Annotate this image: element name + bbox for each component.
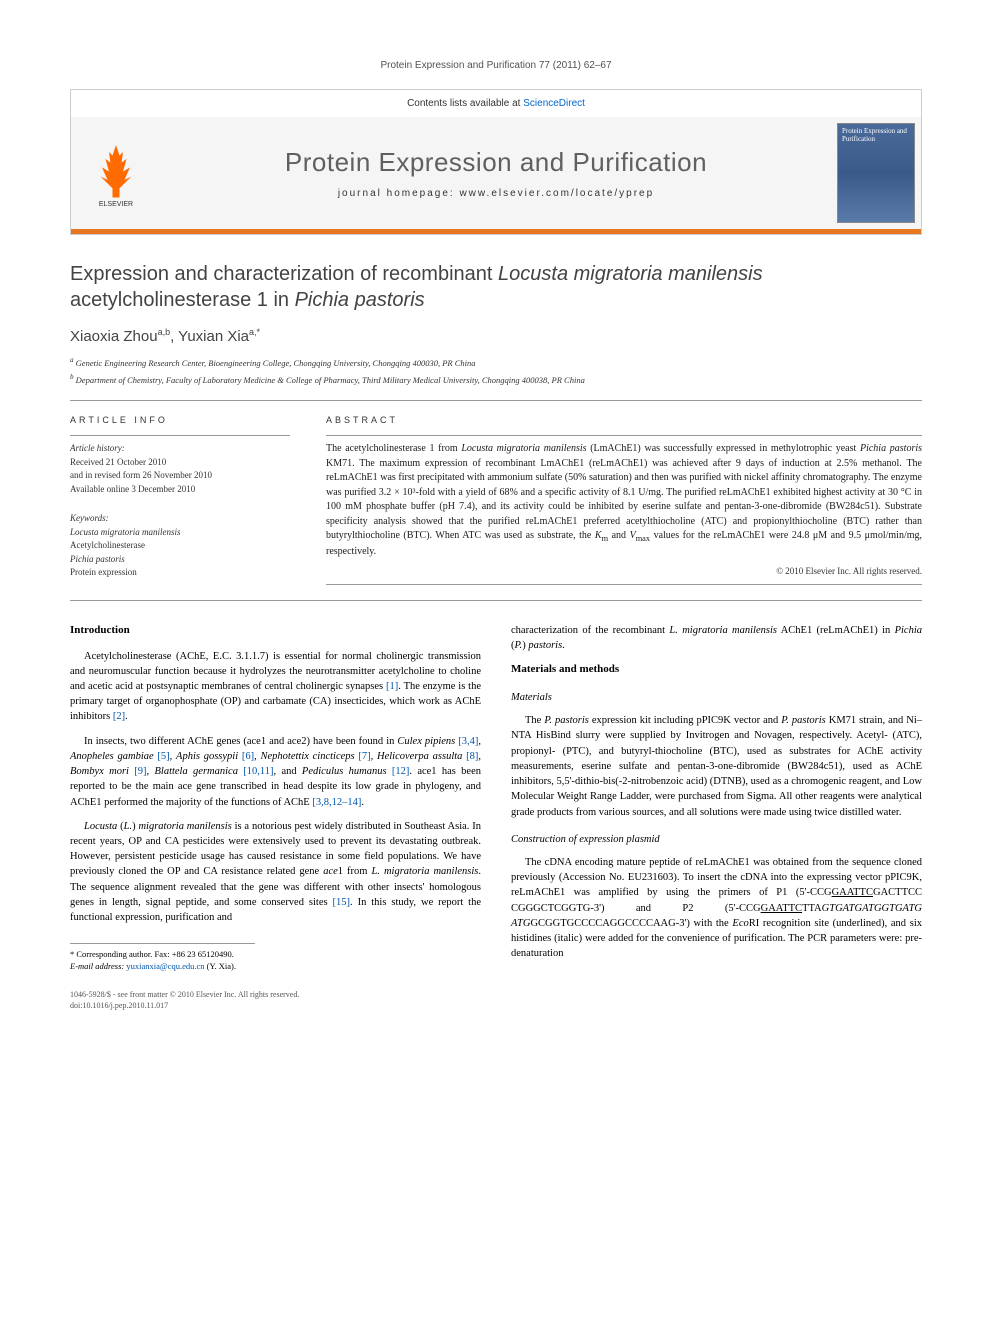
introduction-heading: Introduction [70, 623, 481, 639]
ref-link[interactable]: [6] [238, 751, 254, 762]
keywords: Keywords: Locusta migratoria manilensis … [70, 512, 290, 580]
affiliation-b: b Department of Chemistry, Faculty of La… [70, 372, 922, 387]
article-info-label: ARTICLE INFO [70, 415, 290, 425]
divider [70, 400, 922, 401]
abstract-copyright: © 2010 Elsevier Inc. All rights reserved… [326, 566, 922, 576]
construction-p1: The cDNA encoding mature peptide of reLm… [511, 855, 922, 962]
construction-subheading: Construction of expression plasmid [511, 832, 922, 847]
authors: Xiaoxia Zhoua,b, Yuxian Xiaa,* [70, 327, 922, 345]
intro-p1: Acetylcholinesterase (AChE, E.C. 3.1.1.7… [70, 649, 481, 725]
intro-p3: Locusta (L.) migratoria manilensis is a … [70, 819, 481, 926]
contents-line: Contents lists available at ScienceDirec… [71, 90, 921, 117]
affiliation-a: a Genetic Engineering Research Center, B… [70, 355, 922, 370]
ref-link[interactable]: [7] [355, 751, 371, 762]
abstract-label: ABSTRACT [326, 415, 922, 425]
publication-banner: Contents lists available at ScienceDirec… [70, 89, 922, 235]
ref-link[interactable]: [3,4] [455, 736, 478, 747]
materials-p1: The P. pastoris expression kit including… [511, 713, 922, 820]
footer: 1046-5928/$ - see front matter © 2010 El… [70, 989, 922, 1011]
intro-p3-cont: characterization of the recombinant L. m… [511, 623, 922, 653]
journal-homepage[interactable]: journal homepage: www.elsevier.com/locat… [161, 188, 831, 199]
abstract-text: The acetylcholinesterase 1 from Locusta … [326, 442, 922, 560]
contents-prefix: Contents lists available at [407, 98, 523, 109]
ref-link[interactable]: [9] [129, 766, 147, 777]
materials-methods-heading: Materials and methods [511, 662, 922, 678]
sciencedirect-link[interactable]: ScienceDirect [523, 98, 585, 109]
intro-p2: In insects, two different AChE genes (ac… [70, 734, 481, 810]
email-link[interactable]: yuxianxia@cqu.edu.cn [124, 961, 204, 971]
ref-link[interactable]: [10,11] [238, 766, 274, 777]
ref-link[interactable]: [5] [154, 751, 170, 762]
elsevier-logo: ELSEVIER [71, 130, 161, 216]
ref-link[interactable]: [3,8,12–14] [312, 797, 361, 808]
left-column: Introduction Acetylcholinesterase (AChE,… [70, 623, 481, 973]
cover-text: Protein Expression and Purification [842, 128, 910, 143]
svg-text:ELSEVIER: ELSEVIER [99, 201, 133, 208]
ref-link[interactable]: [12] [387, 766, 410, 777]
article-title: Expression and characterization of recom… [70, 261, 922, 313]
materials-subheading: Materials [511, 690, 922, 705]
corresponding-footnote: * Corresponding author. Fax: +86 23 6512… [70, 943, 255, 973]
ref-link[interactable]: [1] [386, 681, 398, 692]
right-column: characterization of the recombinant L. m… [511, 623, 922, 973]
journal-title: Protein Expression and Purification [161, 147, 831, 178]
article-history: Article history: Received 21 October 201… [70, 442, 290, 496]
ref-link[interactable]: [15] [333, 897, 351, 908]
header-citation: Protein Expression and Purification 77 (… [70, 60, 922, 71]
ref-link[interactable]: [8] [462, 751, 478, 762]
journal-cover: Protein Expression and Purification [837, 123, 915, 223]
ref-link[interactable]: [2] [113, 711, 125, 722]
